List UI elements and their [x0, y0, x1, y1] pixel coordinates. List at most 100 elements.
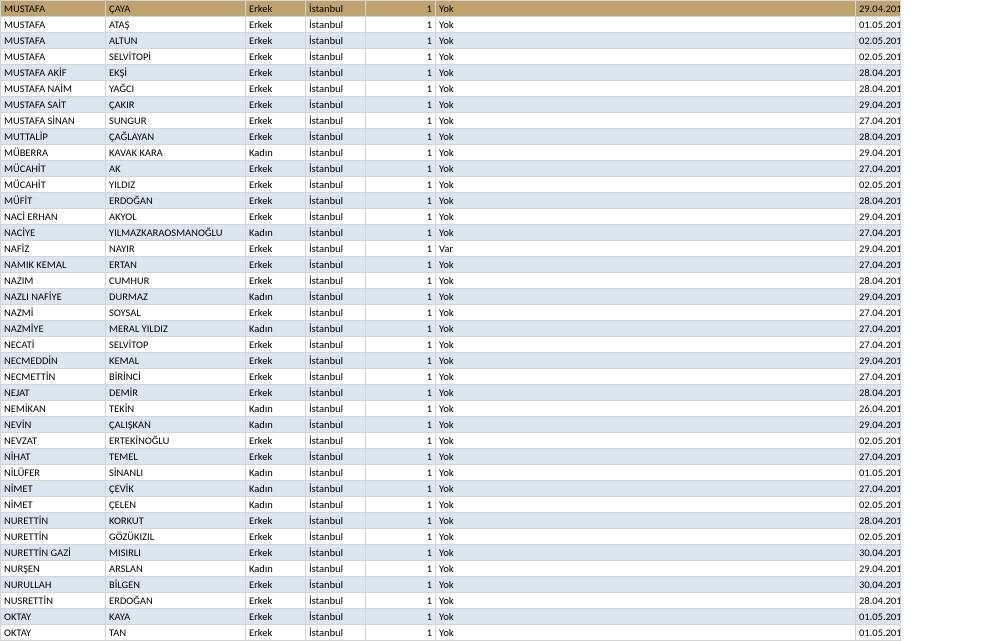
- cell: 1: [366, 1, 436, 17]
- cell: Yok: [436, 401, 856, 417]
- cell: 02.05.2018: [856, 33, 901, 49]
- cell: 1: [366, 257, 436, 273]
- cell: 1: [366, 529, 436, 545]
- cell: MUSTAFA: [1, 33, 106, 49]
- cell: Yok: [436, 593, 856, 609]
- cell: İstanbul: [306, 417, 366, 433]
- table-row: MUSTAFA SAİTÇAKIRErkekİstanbul111 SULTAN…: [1, 97, 1000, 113]
- cell: 27.04.2018: [856, 257, 901, 273]
- cell: Yok: [436, 17, 856, 33]
- cell: 1: [366, 321, 436, 337]
- table-row: NAZMİSOYSALErkekİstanbul111 ÜSKÜDAR ÜMRA…: [1, 305, 1000, 321]
- table-body: MUSTAFAÇAYAErkekİstanbul111 Yok29.04.201…: [1, 1, 1000, 641]
- cell: 30.04.2018: [856, 545, 901, 561]
- cell: Yok: [436, 49, 856, 65]
- cell: Yok: [436, 257, 856, 273]
- cell: 1: [366, 177, 436, 193]
- table-row: NEMİKANTEKİNKadınİstanbul111 MALTEPE KAR…: [1, 401, 1000, 417]
- cell: MÜCAHİT: [1, 177, 106, 193]
- cell: İstanbul: [306, 65, 366, 81]
- cell: Kadın: [246, 289, 306, 305]
- cell: Yok: [436, 385, 856, 401]
- cell: ALTUN: [106, 33, 246, 49]
- cell: 1: [366, 305, 436, 321]
- data-table: MUSTAFAÇAYAErkekİstanbul111 Yok29.04.201…: [0, 0, 1000, 641]
- cell: Kadın: [246, 561, 306, 577]
- cell: ERTAN: [106, 257, 246, 273]
- cell: İstanbul: [306, 161, 366, 177]
- table-row: NACİYEYILMAZKARAOSMANOĞLUKadınİstanbul11…: [1, 225, 1000, 241]
- table-row: NAMIK KEMALERTANErkekİstanbul111 KARTAL,…: [1, 257, 1000, 273]
- cell: NİMET: [1, 481, 106, 497]
- table-row: OKTAYTANErkekİstanbul111 ANADOLU YAKASI …: [1, 625, 1000, 641]
- cell: İstanbul: [306, 305, 366, 321]
- cell: 1: [366, 129, 436, 145]
- table-row: NURŞENARSLANKadınİstanbul111 TUZLA-PENDİ…: [1, 561, 1000, 577]
- cell: TEMEL: [106, 449, 246, 465]
- cell: MISIRLI: [106, 545, 246, 561]
- cell: Yok: [436, 625, 856, 641]
- cell: İstanbul: [306, 449, 366, 465]
- cell: 1: [366, 17, 436, 33]
- table-row: MÜCAHİTYILDIZErkekİstanbul111 TÜM İLÇELE…: [1, 177, 1000, 193]
- cell: NURETTİN: [1, 529, 106, 545]
- cell: NAZLI NAFİYE: [1, 289, 106, 305]
- cell: Erkek: [246, 513, 306, 529]
- cell: Erkek: [246, 257, 306, 273]
- cell: İstanbul: [306, 273, 366, 289]
- cell: Erkek: [246, 593, 306, 609]
- cell: SUNGUR: [106, 113, 246, 129]
- cell: ÇALIŞKAN: [106, 417, 246, 433]
- cell: CUMHUR: [106, 273, 246, 289]
- cell: NİLÜFER: [1, 465, 106, 481]
- cell: Yok: [436, 65, 856, 81]
- cell: Erkek: [246, 337, 306, 353]
- cell: MUSTAFA: [1, 49, 106, 65]
- table-row: NİMETÇELENKadınİstanbul111 BEYKOZ+ÜSKÜDA…: [1, 497, 1000, 513]
- cell: 29.04.2018: [856, 353, 901, 369]
- table-row: NİLÜFERSİNANLIKadınİstanbul111 PENDİK-MA…: [1, 465, 1000, 481]
- cell: 1: [366, 593, 436, 609]
- cell: İstanbul: [306, 289, 366, 305]
- cell: 26.04.2018: [856, 401, 901, 417]
- table-row: NEVZATERTEKİNOĞLUErkekİstanbul111 TUZLA …: [1, 433, 1000, 449]
- cell: Var: [436, 241, 856, 257]
- table-row: NECMETTİNBİRİNCİErkekİstanbul111 TÜM İLÇ…: [1, 369, 1000, 385]
- table-row: NAZIMCUMHURErkekİstanbul111 ÜMRANİYE-BAY…: [1, 273, 1000, 289]
- cell: Erkek: [246, 49, 306, 65]
- cell: 01.05.2018: [856, 465, 901, 481]
- table-row: NURETTİNGÖZÜKIZILErkekİstanbul111 HEPSİY…: [1, 529, 1000, 545]
- cell: Erkek: [246, 369, 306, 385]
- cell: İstanbul: [306, 577, 366, 593]
- cell: 1: [366, 241, 436, 257]
- cell: KAVAK KARA: [106, 145, 246, 161]
- cell: 1: [366, 337, 436, 353]
- table-row: NAZLI NAFİYEDURMAZKadınİstanbul111 ÇEKME…: [1, 289, 1000, 305]
- cell: Kadın: [246, 465, 306, 481]
- cell: 1: [366, 97, 436, 113]
- cell: 27.04.2018: [856, 161, 901, 177]
- cell: 1: [366, 433, 436, 449]
- table-row: MUSTAFAALTUNErkekİstanbul111 Yok02.05.20…: [1, 33, 1000, 49]
- cell: NECMEDDİN: [1, 353, 106, 369]
- cell: Yok: [436, 97, 856, 113]
- cell: NAZMİYE: [1, 321, 106, 337]
- cell: Erkek: [246, 609, 306, 625]
- cell: NİHAT: [1, 449, 106, 465]
- table-row: MUSTAFA NAİMYAĞCIErkekİstanbul111 ATAŞEH…: [1, 81, 1000, 97]
- cell: 1: [366, 161, 436, 177]
- cell: 28.04.2018: [856, 513, 901, 529]
- cell: Yok: [436, 577, 856, 593]
- cell: ÇAĞLAYAN: [106, 129, 246, 145]
- cell: İstanbul: [306, 321, 366, 337]
- cell: Erkek: [246, 113, 306, 129]
- cell: İstanbul: [306, 177, 366, 193]
- cell: ATAŞ: [106, 17, 246, 33]
- cell: Erkek: [246, 273, 306, 289]
- cell: İstanbul: [306, 401, 366, 417]
- cell: 27.04.2018: [856, 321, 901, 337]
- cell: Erkek: [246, 305, 306, 321]
- cell: 02.05.2018: [856, 433, 901, 449]
- cell: Erkek: [246, 177, 306, 193]
- cell: İstanbul: [306, 129, 366, 145]
